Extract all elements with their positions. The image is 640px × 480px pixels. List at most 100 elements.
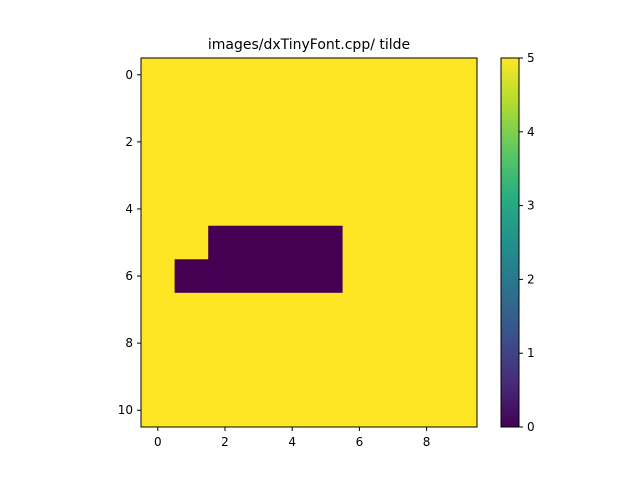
colorbar: 0 1 2 3 4 5	[500, 51, 535, 434]
heatmap-cell	[342, 158, 377, 193]
colorbar-tick-label: 2	[527, 272, 535, 286]
heatmap-cell	[342, 326, 377, 361]
colorbar-tick-label: 4	[527, 125, 535, 139]
heatmap-cell	[141, 125, 176, 160]
heatmap-cell	[309, 292, 344, 327]
heatmap-cell	[443, 359, 478, 394]
heatmap-cell	[443, 225, 478, 260]
heatmap-cell	[141, 225, 176, 260]
heatmap-cell	[174, 225, 209, 260]
heatmap-cell	[275, 359, 310, 394]
heatmap-cell	[342, 192, 377, 227]
heatmap-cell	[208, 58, 243, 93]
heatmap-cell	[241, 326, 276, 361]
heatmap-cell	[174, 292, 209, 327]
heatmap-cell	[208, 259, 243, 294]
heatmap-cell	[141, 192, 176, 227]
y-tick-label: 10	[118, 403, 133, 417]
heatmap-cell	[208, 326, 243, 361]
heatmap-cell	[409, 158, 444, 193]
heatmap-cell	[241, 393, 276, 428]
heatmap-cell	[443, 192, 478, 227]
heatmap-cell	[376, 158, 411, 193]
heatmap-cell	[443, 326, 478, 361]
heatmap-cell	[275, 192, 310, 227]
heatmap-cell	[275, 326, 310, 361]
heatmap-cell	[208, 359, 243, 394]
heatmap-cell	[241, 125, 276, 160]
heatmap-cell	[141, 292, 176, 327]
heatmap-cell	[443, 158, 478, 193]
heatmap-cell	[342, 393, 377, 428]
heatmap-cell	[141, 91, 176, 126]
heatmap-cells	[141, 58, 478, 428]
heatmap-cell	[141, 158, 176, 193]
heatmap-cell	[275, 393, 310, 428]
heatmap-cell	[241, 192, 276, 227]
heatmap-cell	[409, 393, 444, 428]
heatmap-cell	[409, 91, 444, 126]
heatmap-cell	[409, 259, 444, 294]
heatmap-cell	[409, 58, 444, 93]
heatmap-cell	[174, 158, 209, 193]
heatmap-cell	[376, 292, 411, 327]
heatmap-cell	[275, 158, 310, 193]
heatmap-cell	[342, 58, 377, 93]
heatmap-cell	[443, 125, 478, 160]
heatmap-cell	[275, 259, 310, 294]
heatmap-cell	[241, 91, 276, 126]
heatmap-cell	[309, 125, 344, 160]
heatmap-cell	[174, 359, 209, 394]
heatmap-cell	[174, 125, 209, 160]
colorbar-ticks: 0 1 2 3 4 5	[519, 51, 535, 434]
heatmap-cell	[409, 359, 444, 394]
colorbar-tick-label: 1	[527, 346, 535, 360]
heatmap-cell	[443, 292, 478, 327]
heatmap-cell	[208, 91, 243, 126]
heatmap-cell	[241, 359, 276, 394]
heatmap-cell	[241, 158, 276, 193]
heatmap-cell	[409, 125, 444, 160]
heatmap-cell	[443, 259, 478, 294]
heatmap-cell	[376, 192, 411, 227]
heatmap-cell	[208, 125, 243, 160]
heatmap-cell	[443, 58, 478, 93]
heatmap-cell	[342, 292, 377, 327]
heatmap-cell	[409, 326, 444, 361]
heatmap-cell	[141, 259, 176, 294]
heatmap-cell	[409, 225, 444, 260]
heatmap-cell	[342, 91, 377, 126]
heatmap-cell	[275, 91, 310, 126]
heatmap-cell	[376, 225, 411, 260]
heatmap-cell	[342, 225, 377, 260]
heatmap-cell	[342, 359, 377, 394]
heatmap-cell	[174, 192, 209, 227]
colorbar-tick-label: 5	[527, 51, 535, 65]
colorbar-frame	[500, 57, 520, 428]
x-tick-label: 0	[154, 435, 162, 449]
heatmap-cell	[174, 393, 209, 428]
heatmap-cell	[376, 326, 411, 361]
y-tick-label: 0	[125, 68, 133, 82]
y-tick-label: 2	[125, 135, 133, 149]
heatmap-cell	[174, 259, 209, 294]
y-tick-label: 4	[125, 202, 133, 216]
heatmap-cell	[241, 259, 276, 294]
heatmap-cell	[309, 359, 344, 394]
heatmap-cell	[174, 326, 209, 361]
x-axis: 0 2 4 6 8	[154, 427, 430, 449]
heatmap-cell	[275, 292, 310, 327]
heatmap-cell	[376, 125, 411, 160]
colorbar-tick-label: 0	[527, 420, 535, 434]
heatmap-cell	[409, 292, 444, 327]
heatmap-cell	[443, 91, 478, 126]
heatmap-cell	[376, 259, 411, 294]
heatmap-cell	[141, 58, 176, 93]
heatmap-cell	[309, 158, 344, 193]
heatmap-cell	[208, 192, 243, 227]
heatmap-cell	[208, 225, 243, 260]
heatmap-cell	[275, 125, 310, 160]
heatmap-cell	[342, 259, 377, 294]
heatmap-cell	[309, 225, 344, 260]
heatmap-cell	[208, 158, 243, 193]
